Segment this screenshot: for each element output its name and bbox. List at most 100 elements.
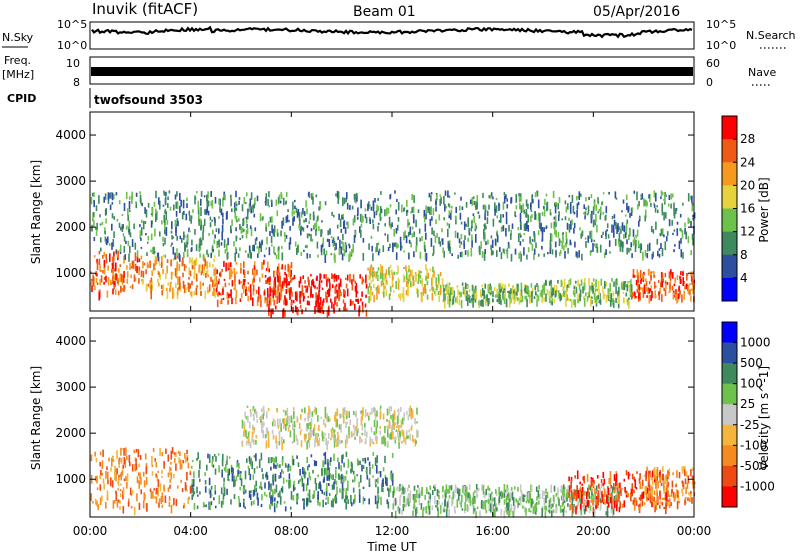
- power-cell: [200, 198, 202, 206]
- power-cell: [236, 219, 238, 223]
- velocity-cell: [325, 497, 327, 500]
- power-cell: [189, 283, 191, 289]
- power-cell: [228, 282, 230, 286]
- power-cell: [692, 217, 694, 221]
- velocity-colorbar-tick-label: 1000: [740, 336, 771, 350]
- power-cell: [107, 277, 110, 286]
- power-cell: [229, 268, 232, 274]
- velocity-cell: [308, 405, 310, 415]
- velocity-cell: [361, 432, 364, 436]
- velocity-cell: [208, 501, 210, 510]
- velocity-cell: [615, 473, 618, 483]
- power-cell: [557, 203, 559, 210]
- power-cell: [220, 298, 223, 305]
- power-cell: [95, 272, 97, 276]
- power-cell: [127, 214, 129, 221]
- power-cell: [472, 196, 475, 200]
- velocity-cell: [293, 428, 296, 438]
- power-cell: [658, 291, 660, 296]
- velocity-cell: [583, 475, 585, 484]
- power-cell: [626, 247, 628, 255]
- power-cell: [536, 190, 539, 197]
- power-cell: [671, 220, 673, 226]
- power-cell: [299, 218, 301, 226]
- power-cell: [298, 280, 301, 288]
- velocity-axes: 00:00 04:00 08:00 12:00 16:00 20:00 00:0010002…: [55, 318, 711, 538]
- power-cell: [523, 209, 525, 214]
- velocity-cell: [203, 504, 206, 507]
- power-cell: [664, 272, 667, 278]
- power-cell: [198, 246, 201, 249]
- velocity-cell: [273, 506, 276, 513]
- power-cell: [135, 192, 138, 197]
- power-cell: [135, 201, 137, 204]
- velocity-cell: [310, 421, 312, 429]
- power-cell: [285, 200, 287, 204]
- velocity-cell: [562, 508, 565, 517]
- power-cell: [206, 194, 208, 202]
- velocity-xtick-label: 04:00: [173, 524, 208, 538]
- velocity-cell: [368, 498, 370, 505]
- power-cell: [278, 246, 280, 251]
- power-cell: [403, 231, 405, 241]
- power-cell: [503, 192, 506, 196]
- velocity-cell: [582, 504, 584, 508]
- freq-unit: [MHz]: [2, 68, 34, 81]
- velocity-cell: [652, 469, 655, 473]
- power-cell: [625, 222, 628, 231]
- velocity-cell: [524, 506, 526, 513]
- velocity-cell: [119, 489, 122, 492]
- power-cell: [370, 206, 373, 211]
- velocity-cell: [267, 407, 270, 412]
- power-cell: [170, 244, 172, 248]
- power-cell: [205, 273, 207, 278]
- velocity-cell: [260, 503, 263, 508]
- power-cell: [620, 239, 622, 248]
- power-cell: [174, 194, 177, 200]
- velocity-cell: [386, 487, 389, 491]
- power-cell: [193, 263, 195, 270]
- power-cell: [285, 281, 288, 288]
- power-cell: [202, 231, 204, 241]
- velocity-cell: [277, 418, 279, 425]
- velocity-cell: [340, 423, 342, 433]
- velocity-cell: [249, 421, 251, 429]
- velocity-cell: [654, 504, 656, 513]
- power-cell: [342, 242, 344, 251]
- power-cell: [98, 290, 101, 293]
- power-cell: [672, 193, 674, 198]
- power-cell: [471, 197, 474, 206]
- power-cell: [235, 190, 237, 198]
- power-cell: [370, 235, 373, 239]
- power-cell: [543, 297, 545, 302]
- power-cell: [224, 282, 227, 288]
- velocity-cell: [666, 486, 668, 492]
- power-cell: [436, 193, 438, 201]
- power-cell: [621, 241, 623, 247]
- power-cell: [306, 285, 308, 293]
- power-cell: [115, 273, 117, 281]
- power-cell: [209, 263, 211, 268]
- velocity-cell: [228, 468, 230, 476]
- power-cell: [211, 219, 213, 222]
- power-cell: [340, 292, 342, 297]
- velocity-cell: [170, 462, 172, 465]
- power-cell: [158, 197, 160, 205]
- power-cell: [687, 193, 690, 202]
- power-cell: [578, 283, 581, 291]
- power-cell: [590, 250, 592, 253]
- power-cell: [534, 211, 536, 220]
- power-cell: [369, 218, 371, 224]
- power-cell: [90, 197, 93, 205]
- power-cell: [380, 280, 383, 287]
- velocity-cell: [436, 489, 439, 497]
- velocity-cell: [270, 483, 272, 492]
- power-cell: [259, 295, 262, 300]
- velocity-cell: [368, 415, 370, 421]
- power-cell: [574, 285, 577, 293]
- velocity-cell: [352, 479, 354, 483]
- power-cell: [487, 239, 489, 245]
- power-cell: [178, 286, 180, 291]
- power-cell: [496, 234, 499, 243]
- velocity-cell: [659, 491, 661, 500]
